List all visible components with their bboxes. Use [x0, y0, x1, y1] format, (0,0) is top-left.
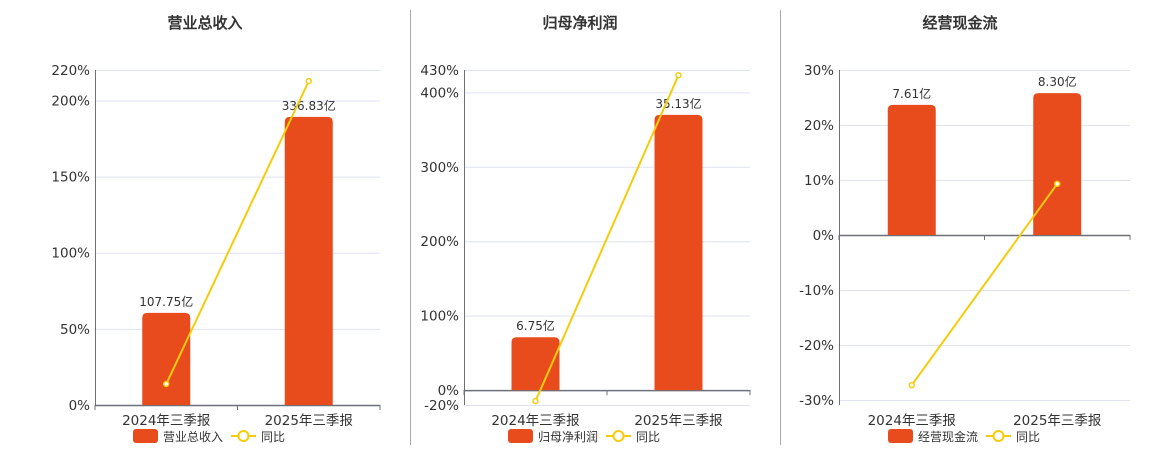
yoy-line [165, 80, 310, 385]
y-tick-label: 30% [804, 63, 834, 79]
y-tick-label: 150% [51, 170, 90, 186]
x-tick-label: 2024年三季报 [868, 413, 956, 429]
x-tick-label: 2024年三季报 [491, 413, 579, 429]
x-tick-label: 2025年三季报 [634, 413, 722, 429]
y-tick-label: 220% [51, 63, 90, 79]
bar [887, 104, 936, 235]
y-tick-label: 10% [804, 173, 834, 189]
y-tick-label: 0% [438, 383, 460, 399]
y-tick-label: -10% [799, 283, 834, 299]
yoy-point [163, 380, 170, 388]
legend-line-marker [992, 430, 1005, 442]
legend-bar-label: 经营现金流 [918, 429, 978, 444]
yoy-line [910, 183, 1059, 386]
y-tick-label: 300% [420, 160, 459, 176]
y-tick-label: 200% [51, 93, 90, 109]
legend-bar-swatch[interactable] [508, 429, 533, 443]
y-tick-label: 100% [51, 246, 90, 262]
yoy-point [908, 381, 915, 389]
y-tick-label: 0% [813, 228, 835, 244]
y-tick-label: -20% [799, 338, 834, 354]
yoy-point [1054, 180, 1061, 188]
legend-line-marker [237, 430, 250, 442]
legend-line-label: 同比 [1016, 430, 1040, 444]
bar-data-label: 336.83亿 [282, 98, 336, 113]
bar-data-label: 107.75亿 [139, 294, 193, 309]
y-tick-label: -30% [799, 393, 834, 409]
bar-data-label: 7.61亿 [892, 86, 931, 101]
bar [142, 312, 191, 405]
bar-data-label: 8.30亿 [1038, 74, 1077, 89]
legend-bar-swatch[interactable] [888, 429, 913, 443]
legend-line-marker [612, 430, 625, 442]
yoy-point [532, 397, 539, 405]
y-tick-label: 20% [804, 118, 834, 134]
x-tick-label: 2025年三季报 [265, 413, 353, 429]
yoy-line [534, 74, 680, 402]
legend-bar-swatch[interactable] [133, 429, 158, 443]
bar-data-label: 35.13亿 [655, 96, 701, 111]
y-tick-label: 50% [60, 322, 90, 338]
bar [284, 116, 333, 406]
legend-bar-label: 营业总收入 [163, 430, 223, 444]
legend-bar-label: 归母净利润 [538, 430, 598, 444]
y-tick-label: 0% [69, 398, 91, 414]
chart-title: 经营现金流 [922, 14, 997, 32]
yoy-point [305, 77, 312, 85]
chart-title: 归母净利润 [542, 14, 617, 32]
y-tick-label: 100% [420, 309, 459, 325]
y-tick-label: 400% [420, 85, 459, 101]
x-tick-label: 2024年三季报 [122, 413, 210, 429]
legend-line-label: 同比 [261, 430, 285, 444]
y-tick-label: 200% [420, 234, 459, 250]
chart-title: 营业总收入 [167, 14, 242, 32]
y-tick-label: 430% [420, 63, 459, 79]
y-tick-label: -20% [424, 398, 459, 414]
bar [511, 337, 560, 391]
legend-line-label: 同比 [636, 430, 660, 444]
yoy-point [675, 71, 682, 79]
x-tick-label: 2025年三季报 [1013, 413, 1101, 429]
bar-data-label: 6.75亿 [516, 318, 555, 333]
bar [654, 114, 703, 391]
bar [1033, 93, 1082, 235]
